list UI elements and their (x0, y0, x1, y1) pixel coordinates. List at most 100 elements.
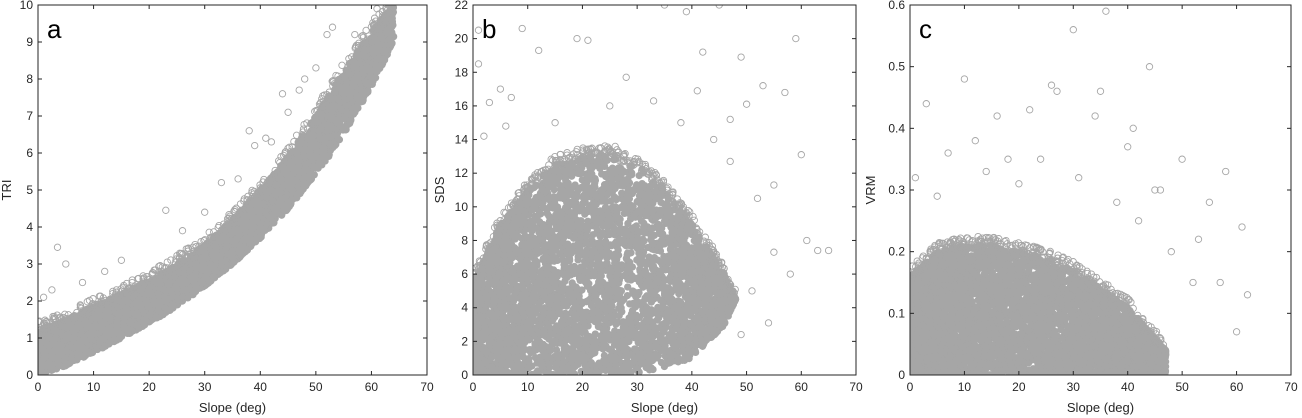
edge-point-a (303, 119, 311, 127)
dense-point-a (197, 279, 206, 288)
dense-point-a (307, 156, 316, 164)
edge-point-a (143, 273, 151, 281)
y-tick-label-a: 7 (26, 109, 33, 123)
outlier-point-a (351, 30, 359, 39)
dense-point-a (341, 126, 350, 134)
outlier-point-a (267, 138, 276, 146)
outlier-point-a (178, 227, 187, 235)
edge-point-a (73, 308, 81, 317)
dense-point-a (285, 202, 293, 211)
edge-point-a (85, 296, 94, 305)
dense-point-a (182, 286, 191, 294)
dense-point-a (354, 77, 362, 86)
outlier-point-a (78, 278, 87, 287)
dense-point-a (229, 249, 237, 258)
edge-point-a (103, 300, 111, 308)
y-axis-label-a: TRI (0, 180, 14, 201)
dense-point-a (293, 194, 301, 202)
edge-point-a (162, 268, 171, 276)
edge-point-a (149, 269, 157, 277)
dense-point-a (348, 89, 356, 97)
edge-point-a (124, 284, 132, 292)
dense-point-a (179, 279, 188, 287)
outlier-point-a (301, 75, 309, 83)
dense-point-a (362, 79, 370, 87)
dense-point-a (246, 233, 254, 241)
edge-point-a (286, 148, 294, 156)
dense-point-a (364, 87, 372, 95)
edge-point-a (163, 258, 171, 266)
dense-point-a (249, 215, 257, 224)
dense-point-a (228, 228, 237, 236)
edge-point-a (380, 16, 388, 24)
edge-point-a (119, 283, 128, 291)
dense-point-a (239, 236, 247, 244)
y-tick-label-a: 5 (26, 183, 33, 197)
outlier-point-a (62, 260, 70, 268)
edge-point-a (129, 286, 137, 294)
dense-point-a (287, 172, 295, 180)
edge-point-a (183, 252, 191, 260)
edge-point-a (151, 266, 160, 274)
x-tick-label-a: 60 (365, 380, 379, 394)
edge-point-a (255, 189, 263, 197)
edge-point-a (194, 247, 202, 256)
edge-point-a (324, 96, 332, 105)
edge-point-a (167, 256, 175, 264)
dense-point-a (235, 231, 244, 239)
outlier-point-a (251, 141, 259, 150)
edge-point-a (248, 186, 256, 195)
edge-point-a (56, 313, 64, 321)
dense-point-a (369, 77, 377, 85)
x-axis-label-a: Slope (deg) (199, 400, 266, 415)
dense-point-a (71, 330, 79, 338)
edge-point-a (49, 312, 57, 321)
edge-point-a (353, 51, 361, 59)
edge-point-a (247, 194, 256, 203)
dense-point-a (191, 268, 200, 277)
dense-point-a (131, 310, 139, 319)
dense-point-a (307, 144, 315, 152)
dense-point-a (77, 328, 86, 337)
dense-point-a (290, 157, 298, 166)
edge-point-a (38, 317, 44, 325)
edge-point-a (236, 200, 245, 208)
dense-point-a (289, 187, 297, 195)
edge-point-a (176, 258, 185, 266)
dense-point-a (98, 324, 106, 332)
edge-point-a (378, 12, 387, 20)
edge-point-a (42, 322, 50, 330)
edge-point-a (345, 55, 353, 63)
dense-point-a (377, 40, 385, 48)
dense-point-a (212, 246, 220, 254)
dense-point-a (352, 105, 360, 113)
dense-point-a (101, 342, 110, 350)
x-tick-label-a: 20 (142, 380, 156, 394)
dense-point-a (123, 329, 132, 338)
dense-point-a (106, 314, 114, 323)
dense-point-a (280, 206, 288, 214)
outlier-point-a (162, 206, 170, 214)
edge-point-a (206, 236, 214, 244)
edge-point-a (178, 257, 186, 265)
dense-point-a (39, 357, 47, 365)
y-tick-label-a: 6 (26, 146, 33, 160)
x-tick-label-a: 10 (87, 380, 101, 394)
edge-point-a (271, 166, 279, 175)
edge-point-a (354, 43, 363, 52)
y-tick-label-a: 9 (26, 35, 33, 49)
edge-point-a (138, 279, 147, 287)
edge-point-a (256, 184, 264, 192)
edge-point-a (249, 190, 258, 198)
edge-point-a (274, 157, 283, 165)
dense-point-a (316, 161, 325, 169)
edge-point-a (334, 72, 342, 80)
dense-point-a (277, 175, 285, 184)
edge-point-a (319, 92, 327, 100)
dense-point-a (64, 334, 73, 342)
outlier-point-a (323, 30, 331, 39)
edge-point-a (308, 118, 317, 126)
edge-point-a (171, 264, 179, 272)
dense-point-a (154, 306, 162, 314)
